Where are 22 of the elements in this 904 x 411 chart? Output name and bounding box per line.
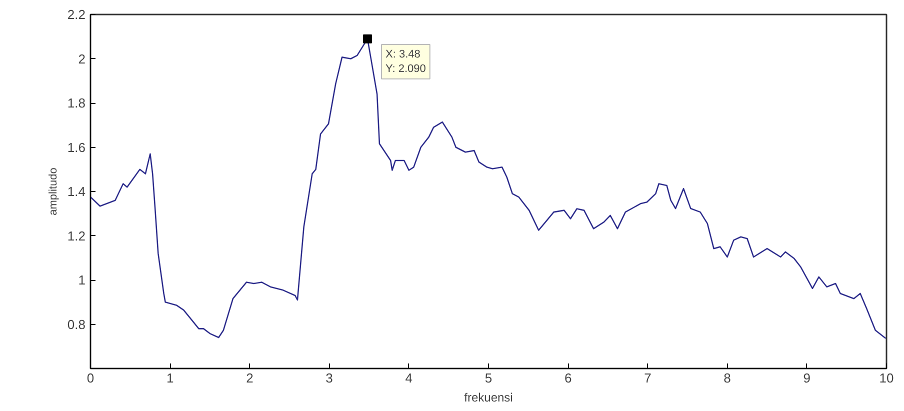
y-tick-label: 1 (78, 272, 86, 288)
x-tick-label: 8 (724, 370, 731, 386)
x-tick-label: 10 (879, 370, 894, 386)
y-tick-label: 1.8 (67, 96, 86, 110)
y-tick-label: 2 (78, 51, 86, 66)
x-tick-label: 3 (326, 370, 333, 386)
y-tick-label: 2.2 (67, 7, 86, 22)
x-tick-label: 6 (564, 370, 572, 386)
x-tick-label: 9 (803, 370, 811, 386)
x-tick-label: 2 (246, 370, 254, 386)
y-tick-label: 1.6 (67, 140, 86, 155)
annotation: X: 3.48 Y: 2.090 (386, 48, 426, 75)
y-tick-label: 1.2 (67, 228, 86, 244)
y-tick-label: 1.4 (67, 184, 86, 199)
x-tick-label: 0 (86, 370, 94, 386)
x-tick-label: 4 (405, 370, 413, 386)
x-axis-title: frekuensi (464, 390, 513, 404)
x-tick-label: 5 (484, 370, 492, 386)
x-tick-label: 7 (644, 370, 652, 386)
x-tick-label: 1 (166, 370, 174, 386)
y-axis-title: amplitudo (47, 168, 60, 216)
y-tick-label: 0.8 (67, 316, 86, 332)
